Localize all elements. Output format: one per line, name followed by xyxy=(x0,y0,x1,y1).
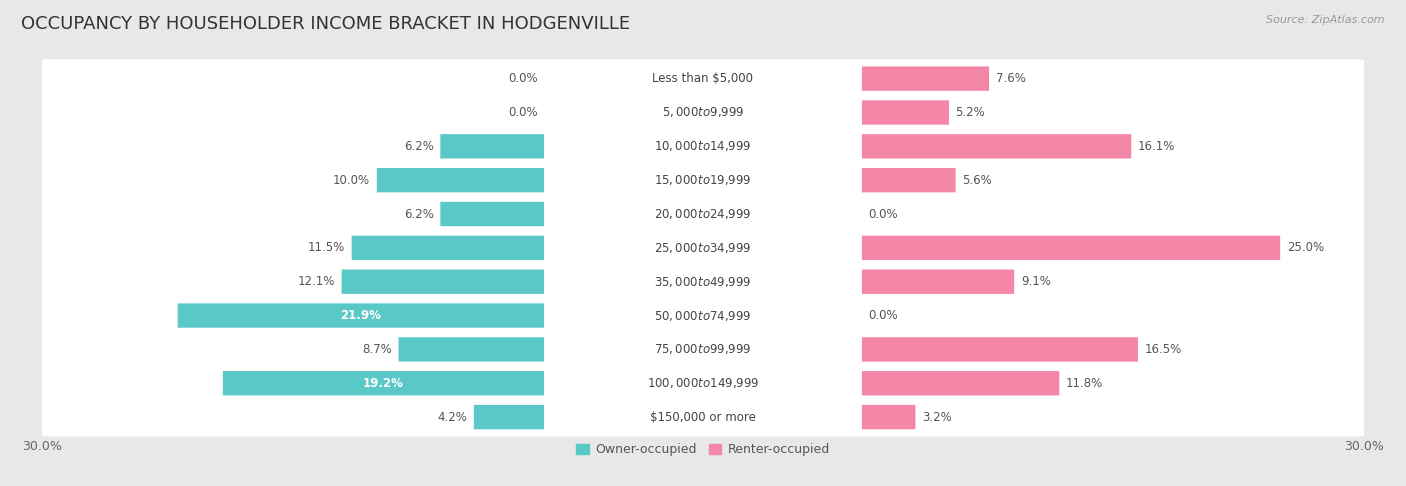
FancyBboxPatch shape xyxy=(862,405,915,429)
FancyBboxPatch shape xyxy=(862,67,988,91)
Text: 5.6%: 5.6% xyxy=(962,174,993,187)
FancyBboxPatch shape xyxy=(398,337,544,362)
Text: 21.9%: 21.9% xyxy=(340,309,381,322)
FancyBboxPatch shape xyxy=(440,134,544,158)
Legend: Owner-occupied, Renter-occupied: Owner-occupied, Renter-occupied xyxy=(571,438,835,462)
Text: $100,000 to $149,999: $100,000 to $149,999 xyxy=(647,376,759,390)
Text: $150,000 or more: $150,000 or more xyxy=(650,411,756,424)
Text: 6.2%: 6.2% xyxy=(404,208,433,221)
Text: 5.2%: 5.2% xyxy=(956,106,986,119)
Text: 11.8%: 11.8% xyxy=(1066,377,1104,390)
FancyBboxPatch shape xyxy=(41,330,1365,369)
FancyBboxPatch shape xyxy=(41,161,1365,199)
FancyBboxPatch shape xyxy=(474,405,544,429)
FancyBboxPatch shape xyxy=(41,195,1365,233)
Text: OCCUPANCY BY HOUSEHOLDER INCOME BRACKET IN HODGENVILLE: OCCUPANCY BY HOUSEHOLDER INCOME BRACKET … xyxy=(21,15,630,33)
FancyBboxPatch shape xyxy=(224,371,544,396)
Text: 19.2%: 19.2% xyxy=(363,377,404,390)
Text: 0.0%: 0.0% xyxy=(869,309,898,322)
Text: $50,000 to $74,999: $50,000 to $74,999 xyxy=(654,309,752,323)
Text: 8.7%: 8.7% xyxy=(363,343,392,356)
FancyBboxPatch shape xyxy=(862,236,1281,260)
FancyBboxPatch shape xyxy=(41,398,1365,436)
FancyBboxPatch shape xyxy=(41,59,1365,98)
Text: $20,000 to $24,999: $20,000 to $24,999 xyxy=(654,207,752,221)
Text: 10.0%: 10.0% xyxy=(333,174,370,187)
Text: 7.6%: 7.6% xyxy=(995,72,1025,85)
Text: 11.5%: 11.5% xyxy=(308,242,344,254)
FancyBboxPatch shape xyxy=(41,364,1365,402)
Text: 0.0%: 0.0% xyxy=(508,106,537,119)
FancyBboxPatch shape xyxy=(41,93,1365,132)
FancyBboxPatch shape xyxy=(41,262,1365,301)
FancyBboxPatch shape xyxy=(177,303,544,328)
Text: 12.1%: 12.1% xyxy=(298,275,335,288)
FancyBboxPatch shape xyxy=(862,168,956,192)
FancyBboxPatch shape xyxy=(440,202,544,226)
Text: $15,000 to $19,999: $15,000 to $19,999 xyxy=(654,173,752,187)
Text: 6.2%: 6.2% xyxy=(404,140,433,153)
Text: 3.2%: 3.2% xyxy=(922,411,952,424)
Text: 4.2%: 4.2% xyxy=(437,411,467,424)
Text: 0.0%: 0.0% xyxy=(508,72,537,85)
FancyBboxPatch shape xyxy=(41,127,1365,166)
Text: 0.0%: 0.0% xyxy=(869,208,898,221)
Text: $35,000 to $49,999: $35,000 to $49,999 xyxy=(654,275,752,289)
Text: $25,000 to $34,999: $25,000 to $34,999 xyxy=(654,241,752,255)
FancyBboxPatch shape xyxy=(862,134,1132,158)
FancyBboxPatch shape xyxy=(377,168,544,192)
Text: $10,000 to $14,999: $10,000 to $14,999 xyxy=(654,139,752,153)
FancyBboxPatch shape xyxy=(862,337,1137,362)
Text: 9.1%: 9.1% xyxy=(1021,275,1050,288)
Text: 16.5%: 16.5% xyxy=(1144,343,1182,356)
Text: 25.0%: 25.0% xyxy=(1286,242,1324,254)
FancyBboxPatch shape xyxy=(862,270,1014,294)
FancyBboxPatch shape xyxy=(342,270,544,294)
Text: $5,000 to $9,999: $5,000 to $9,999 xyxy=(662,105,744,120)
Text: 16.1%: 16.1% xyxy=(1137,140,1175,153)
FancyBboxPatch shape xyxy=(41,228,1365,267)
Text: Less than $5,000: Less than $5,000 xyxy=(652,72,754,85)
FancyBboxPatch shape xyxy=(352,236,544,260)
Text: Source: ZipAtlas.com: Source: ZipAtlas.com xyxy=(1267,15,1385,25)
FancyBboxPatch shape xyxy=(41,296,1365,335)
FancyBboxPatch shape xyxy=(862,100,949,124)
FancyBboxPatch shape xyxy=(862,371,1059,396)
Text: $75,000 to $99,999: $75,000 to $99,999 xyxy=(654,343,752,356)
